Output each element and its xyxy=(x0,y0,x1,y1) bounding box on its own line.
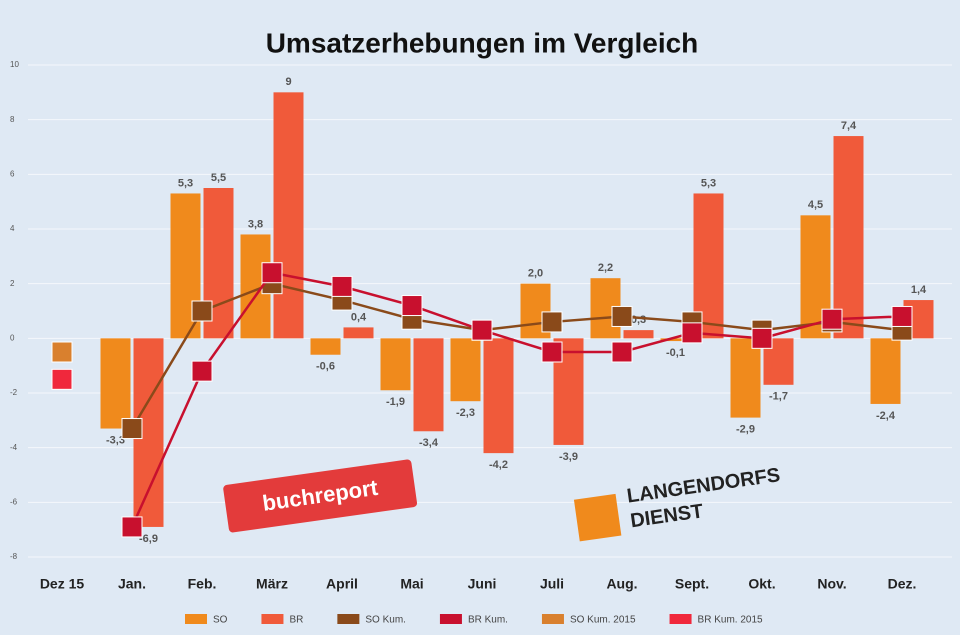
watermark-buchreport: buchreport xyxy=(223,459,418,533)
legend-label: SO xyxy=(213,615,228,626)
bar xyxy=(483,338,514,454)
point xyxy=(121,418,143,440)
y-tick-label: -8 xyxy=(10,552,18,561)
data-label: 5,5 xyxy=(211,172,226,184)
data-label: 5,3 xyxy=(701,177,716,189)
data-label: -1,7 xyxy=(769,391,788,403)
data-label: -3,9 xyxy=(559,451,578,463)
bar xyxy=(623,330,654,339)
data-label: 4,5 xyxy=(808,199,823,211)
data-label: -0,6 xyxy=(316,361,335,373)
bar xyxy=(273,92,304,339)
point xyxy=(401,295,423,317)
data-label: 0,4 xyxy=(351,311,367,323)
data-label: 9 xyxy=(285,76,291,88)
x-tick-label: Aug. xyxy=(606,576,637,592)
data-label: 5,3 xyxy=(178,177,193,189)
legend-swatch xyxy=(261,614,284,624)
legend-label: SO Kum. 2015 xyxy=(570,615,636,626)
data-label: 7,4 xyxy=(841,120,857,132)
data-label: -2,3 xyxy=(456,407,475,419)
x-tick-label: Jan. xyxy=(118,576,146,592)
point xyxy=(541,311,563,333)
data-label: -2,4 xyxy=(876,410,896,422)
data-label: -3,3 xyxy=(106,434,125,446)
point xyxy=(331,275,353,297)
data-label: -3,4 xyxy=(419,437,439,449)
y-tick-label: 2 xyxy=(10,279,15,288)
point xyxy=(51,341,73,363)
bar xyxy=(660,338,691,342)
legend-swatch xyxy=(669,614,692,624)
y-tick-label: -4 xyxy=(10,443,18,452)
point xyxy=(891,305,913,327)
x-tick-label: Mai xyxy=(400,576,423,592)
point xyxy=(821,308,843,330)
data-label: -6,9 xyxy=(139,533,158,545)
legend-label: BR Kum. xyxy=(468,615,508,626)
line xyxy=(130,271,903,528)
bar xyxy=(833,136,864,339)
point xyxy=(611,305,633,327)
y-tick-label: 4 xyxy=(10,224,15,233)
data-label: -1,9 xyxy=(386,396,405,408)
bar xyxy=(310,338,341,355)
data-label: 2,2 xyxy=(598,262,613,274)
bar xyxy=(450,338,481,402)
bar xyxy=(870,338,901,404)
point xyxy=(751,327,773,349)
x-tick-label: April xyxy=(326,576,358,592)
bar xyxy=(343,327,374,339)
y-tick-label: 0 xyxy=(10,333,15,342)
data-label: -2,9 xyxy=(736,424,755,436)
point xyxy=(191,300,213,322)
x-tick-label: Juni xyxy=(468,576,497,592)
y-tick-label: 10 xyxy=(10,60,19,69)
y-tick-label: 8 xyxy=(10,115,15,124)
point xyxy=(191,360,213,382)
data-label: 2,0 xyxy=(528,268,543,280)
y-tick-label: -6 xyxy=(10,497,18,506)
watermark-logo xyxy=(573,493,622,542)
bar xyxy=(730,338,761,418)
x-tick-label: Feb. xyxy=(188,576,217,592)
y-tick-label: -2 xyxy=(10,388,18,397)
x-tick-label: März xyxy=(256,576,288,592)
point xyxy=(681,322,703,344)
x-tick-label: Juli xyxy=(540,576,564,592)
watermark-box xyxy=(223,459,418,533)
x-tick-label: Dez 15 xyxy=(40,576,85,592)
point xyxy=(261,262,283,284)
data-label: -0,1 xyxy=(666,347,685,359)
legend-swatch xyxy=(541,614,564,624)
bar xyxy=(413,338,444,432)
data-label: 3,8 xyxy=(248,218,263,230)
legend-label: BR Kum. 2015 xyxy=(698,615,763,626)
legend-swatch xyxy=(185,614,207,624)
point xyxy=(51,368,73,390)
point xyxy=(611,341,633,363)
data-label: -4,2 xyxy=(489,459,508,471)
chart-title: Umsatzerhebungen im Vergleich xyxy=(266,27,699,58)
x-tick-label: Okt. xyxy=(748,576,775,592)
x-tick-label: Sept. xyxy=(675,576,709,592)
point xyxy=(471,319,493,341)
legend-swatch xyxy=(439,614,462,624)
point xyxy=(121,516,143,538)
data-label: 0,3 xyxy=(631,314,646,326)
data-label: 1,4 xyxy=(911,284,927,296)
point xyxy=(541,341,563,363)
bar xyxy=(100,338,131,429)
legend-label: BR xyxy=(289,615,303,626)
x-tick-label: Nov. xyxy=(817,576,846,592)
x-tick-label: Dez. xyxy=(888,576,917,592)
legend-swatch xyxy=(337,614,360,624)
legend-label: SO Kum. xyxy=(365,615,406,626)
y-tick-label: 6 xyxy=(10,169,15,178)
bar xyxy=(380,338,411,391)
